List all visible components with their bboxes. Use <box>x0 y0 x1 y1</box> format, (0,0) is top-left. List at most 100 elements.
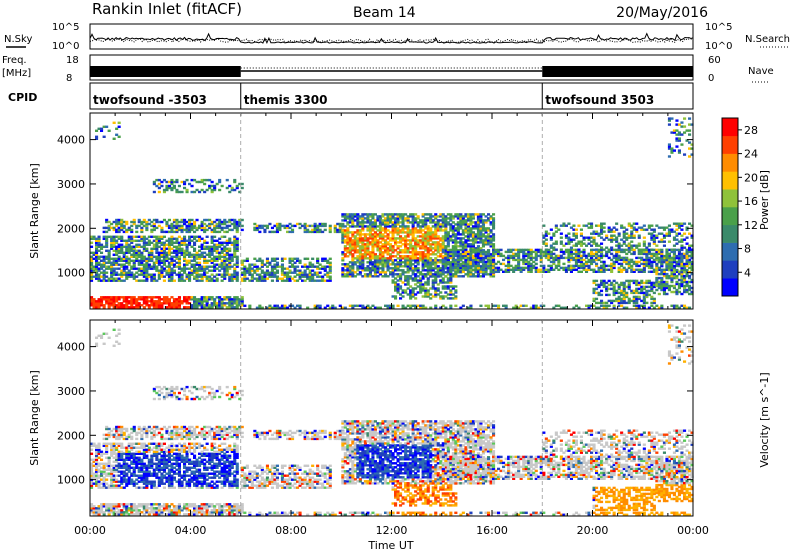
power-cell <box>376 271 380 274</box>
power-cell <box>690 234 694 237</box>
power-cell <box>208 298 212 301</box>
power-cell <box>677 258 681 262</box>
power-cell <box>142 224 146 228</box>
power-cell <box>384 275 388 278</box>
power-cell <box>471 237 475 240</box>
power-cell <box>567 240 571 243</box>
power-cell <box>155 245 159 248</box>
power-cell <box>245 271 249 274</box>
power-cell <box>645 281 649 285</box>
power-cell <box>220 220 224 224</box>
power-cell <box>371 225 375 228</box>
power-cell <box>441 285 445 288</box>
power-cell <box>487 213 491 216</box>
power-cell <box>105 235 109 238</box>
power-cell <box>592 297 596 301</box>
power-cell <box>208 218 212 222</box>
power-cell <box>411 277 415 280</box>
power-cell <box>117 247 121 250</box>
power-cell <box>107 253 111 256</box>
power-cell <box>487 262 491 266</box>
power-cell <box>672 250 676 254</box>
power-cell <box>559 242 563 245</box>
power-cell <box>431 269 435 272</box>
power-cell <box>225 239 229 242</box>
power-cell <box>368 271 372 274</box>
power-cell <box>275 275 279 278</box>
power-cell <box>353 261 357 264</box>
power-cell <box>183 237 187 240</box>
power-cell <box>105 249 109 252</box>
power-cell <box>190 218 194 222</box>
date-title: 20/May/2016 <box>616 5 708 21</box>
power-cell <box>688 288 692 292</box>
power-cell <box>595 262 599 266</box>
power-cell <box>527 266 531 270</box>
power-cell <box>170 255 174 258</box>
power-cell <box>127 251 131 254</box>
power-cell <box>605 236 609 239</box>
power-cell <box>188 259 192 262</box>
power-cell <box>235 186 239 190</box>
power-cell <box>95 304 99 307</box>
power-cell <box>655 252 659 256</box>
power-cell <box>401 227 405 230</box>
power-cell <box>165 247 169 250</box>
power-cell <box>225 249 229 252</box>
power-cell <box>228 249 232 252</box>
power-cell <box>547 270 551 273</box>
power-cell <box>155 265 159 268</box>
power-cell <box>233 255 237 258</box>
power-cell <box>162 275 166 278</box>
power-cell <box>552 260 556 264</box>
power-cell <box>454 265 458 268</box>
power-cell <box>117 267 121 270</box>
power-cell <box>690 250 694 254</box>
power-cell <box>115 298 119 301</box>
power-cell <box>431 279 435 282</box>
power-cell <box>384 249 388 252</box>
power-cell <box>577 258 581 262</box>
power-cell <box>394 281 398 284</box>
power-cell <box>597 254 601 258</box>
nsky-trace <box>89 32 694 45</box>
power-cell <box>439 249 443 252</box>
power-cell <box>160 302 164 305</box>
power-cell <box>690 278 694 282</box>
power-cell <box>361 253 365 256</box>
power-cell <box>183 300 187 303</box>
power-cell <box>343 233 347 236</box>
power-cell <box>630 226 634 229</box>
power-cell <box>198 302 202 305</box>
power-cell <box>549 244 553 247</box>
power-cell <box>667 260 671 264</box>
power-cell <box>142 239 146 242</box>
power-cell <box>552 248 556 252</box>
power-cell <box>567 266 571 270</box>
power-cell <box>474 223 478 226</box>
power-cell <box>642 248 646 251</box>
power-cell <box>132 263 136 266</box>
power-cell <box>368 215 372 218</box>
power-cell <box>326 259 330 262</box>
power-cell <box>557 256 561 260</box>
power-cell <box>356 223 360 226</box>
power-cell <box>610 287 614 291</box>
power-cell <box>454 237 458 240</box>
power-cell <box>140 226 144 230</box>
power-cell <box>411 225 415 228</box>
power-cell <box>559 250 563 254</box>
power-cell <box>147 300 151 303</box>
power-cell <box>381 261 385 264</box>
power-cell <box>391 213 395 216</box>
power-cell <box>193 224 197 228</box>
power-cell <box>185 243 189 246</box>
power-cell <box>657 258 661 262</box>
power-cell <box>125 306 129 309</box>
power-cell <box>424 219 428 222</box>
power-cell <box>426 277 430 280</box>
power-cell <box>424 261 428 264</box>
power-cell <box>471 215 475 218</box>
power-cell <box>667 286 671 290</box>
power-cell <box>228 277 232 280</box>
